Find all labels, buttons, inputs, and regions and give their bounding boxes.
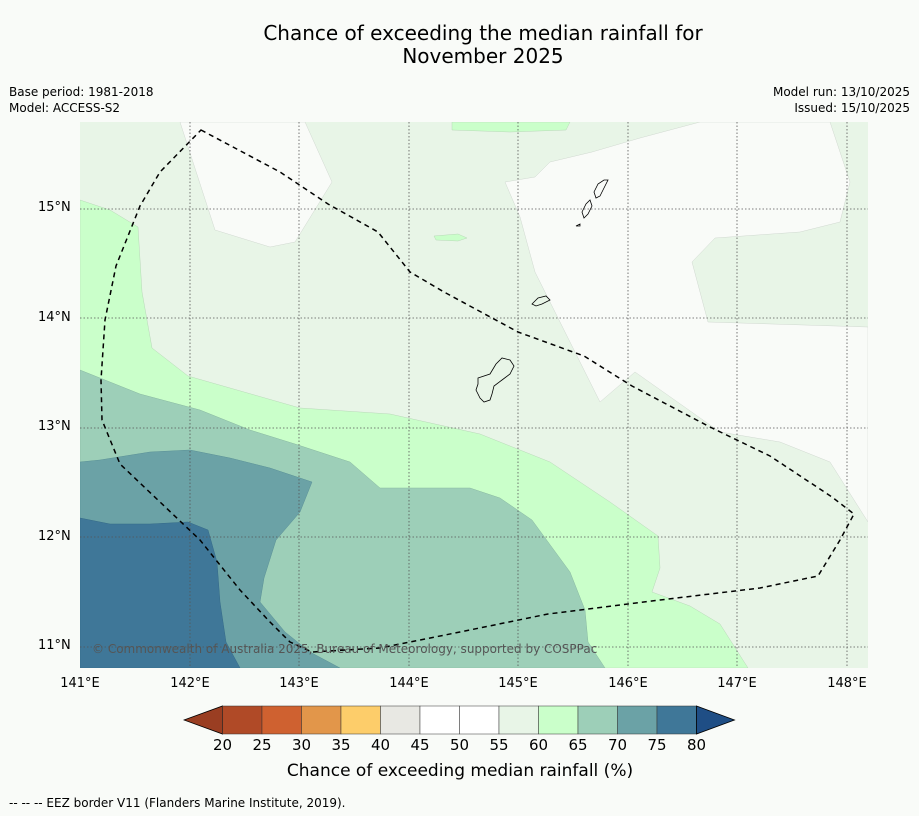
zone-60-65-top bbox=[451, 122, 571, 133]
lat-label-11n: 11°N bbox=[38, 638, 71, 653]
colorbar-tick-30: 30 bbox=[291, 736, 312, 754]
model-info: Base period: 1981-2018 Model: ACCESS-S2 bbox=[9, 84, 154, 116]
zone-60-65-blob bbox=[433, 233, 468, 242]
eez-footnote: -- -- -- EEZ border V11 (Flanders Marine… bbox=[9, 796, 346, 810]
aguijan-island bbox=[575, 223, 581, 227]
lon-label-148e: 148°E bbox=[827, 676, 867, 691]
colorbar-over-extend bbox=[696, 705, 736, 735]
colorbar-segment-75-80 bbox=[656, 705, 697, 735]
saipan-island bbox=[593, 179, 609, 199]
colorbar-segment-25-30 bbox=[261, 705, 302, 735]
forecast-map bbox=[80, 122, 868, 668]
colorbar-segment-50-55 bbox=[459, 705, 500, 735]
lat-label-14n: 14°N bbox=[38, 310, 71, 325]
colorbar-tick-40: 40 bbox=[370, 736, 391, 754]
lat-label-15n: 15°N bbox=[38, 200, 71, 215]
lon-label-143e: 143°E bbox=[279, 676, 319, 691]
colorbar-segment-30-35 bbox=[301, 705, 342, 735]
map-title: Chance of exceeding the median rainfall … bbox=[0, 22, 919, 68]
issued-date: Issued: 15/10/2025 bbox=[794, 101, 910, 115]
copyright-notice: © Commonwealth of Australia 2025, Bureau… bbox=[92, 642, 598, 656]
colorbar bbox=[182, 705, 739, 741]
lon-label-141e: 141°E bbox=[60, 676, 100, 691]
lon-label-147e: 147°E bbox=[717, 676, 757, 691]
colorbar-tick-75: 75 bbox=[647, 736, 667, 754]
colorbar-tick-70: 70 bbox=[607, 736, 628, 754]
zone-50-55-north bbox=[179, 122, 333, 248]
colorbar-tick-20: 20 bbox=[212, 736, 233, 754]
colorbar-tick-50: 50 bbox=[449, 736, 470, 754]
colorbar-graphic bbox=[182, 705, 736, 735]
lat-label-12n: 12°N bbox=[38, 529, 71, 544]
colorbar-segment-70-75 bbox=[617, 705, 658, 735]
colorbar-under-extend bbox=[182, 705, 223, 735]
rota-island bbox=[531, 295, 551, 307]
guam-island bbox=[475, 357, 515, 403]
model-run-date: Model run: 13/10/2025 bbox=[772, 85, 910, 99]
colorbar-segment-35-40 bbox=[340, 705, 381, 735]
colorbar-tick-65: 65 bbox=[568, 736, 588, 754]
colorbar-segment-40-45 bbox=[380, 705, 421, 735]
tinian-island bbox=[581, 199, 593, 219]
colorbar-segment-60-65 bbox=[538, 705, 579, 735]
base-period: Base period: 1981-2018 bbox=[9, 85, 154, 99]
run-info: Model run: 13/10/2025 Issued: 15/10/2025 bbox=[773, 84, 910, 116]
title-line-1: Chance of exceeding the median rainfall … bbox=[263, 21, 703, 45]
colorbar-segment-65-70 bbox=[577, 705, 618, 735]
colorbar-tick-25: 25 bbox=[252, 736, 272, 754]
model-name: Model: ACCESS-S2 bbox=[9, 101, 121, 115]
colorbar-tick-45: 45 bbox=[410, 736, 430, 754]
zone-50-55-east bbox=[504, 122, 868, 523]
eez-border bbox=[100, 129, 855, 653]
lon-label-145e: 145°E bbox=[498, 676, 538, 691]
islands bbox=[475, 179, 609, 403]
gridlines bbox=[80, 122, 868, 668]
colorbar-tick-80: 80 bbox=[686, 736, 707, 754]
lon-label-144e: 144°E bbox=[389, 676, 429, 691]
lon-label-142e: 142°E bbox=[170, 676, 210, 691]
title-line-2: November 2025 bbox=[402, 44, 564, 68]
lat-label-13n: 13°N bbox=[38, 419, 71, 434]
colorbar-tick-35: 35 bbox=[331, 736, 351, 754]
lon-label-146e: 146°E bbox=[608, 676, 648, 691]
colorbar-segment-20-25 bbox=[222, 705, 263, 735]
colorbar-tick-55: 55 bbox=[489, 736, 509, 754]
colorbar-segment-45-50 bbox=[419, 705, 460, 735]
colorbar-segment-55-60 bbox=[498, 705, 539, 735]
colorbar-tick-60: 60 bbox=[528, 736, 549, 754]
colorbar-label: Chance of exceeding median rainfall (%) bbox=[286, 761, 634, 781]
